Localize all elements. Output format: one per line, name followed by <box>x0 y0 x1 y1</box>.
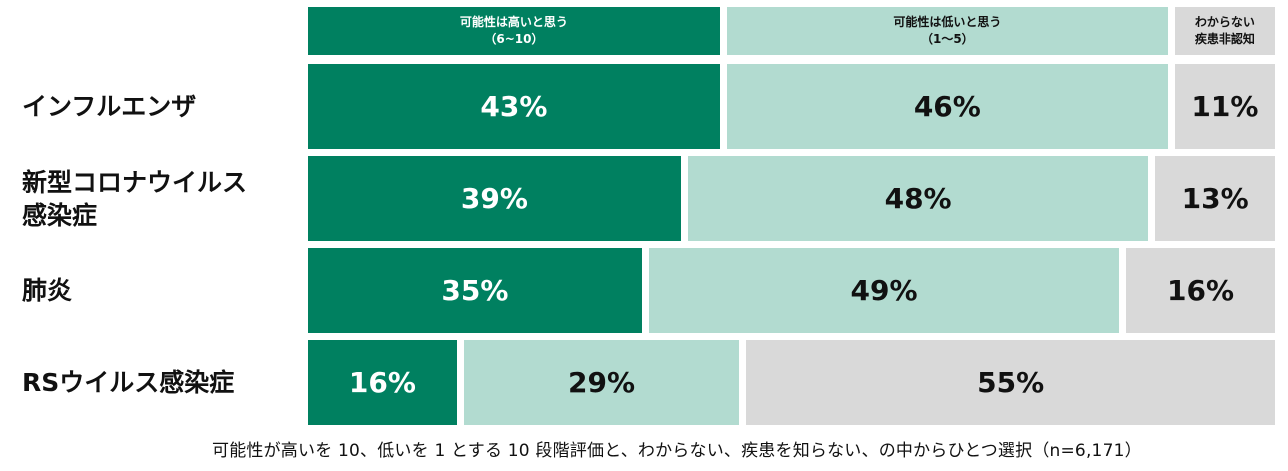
bar-segment: 55% <box>746 340 1275 425</box>
bar-segment: 39% <box>308 156 681 241</box>
data-label: 49% <box>850 274 918 307</box>
legend-item-2: 可能性は低いと思う （1～5） <box>726 7 1168 55</box>
footnote: 可能性が高いを 10、低いを 1 とする 10 段階評価と、わからない、疾患を知… <box>212 441 1142 461</box>
bar-segment: 11% <box>1174 64 1275 149</box>
bar-segment: 49% <box>648 248 1120 333</box>
data-label: 11% <box>1191 90 1259 123</box>
bar-segment: 16% <box>308 340 457 425</box>
data-label: 43% <box>480 90 548 123</box>
data-label: 46% <box>913 90 981 123</box>
legend-label: わからない <box>1194 15 1255 29</box>
legend-sublabel: 疾患非認知 <box>1194 32 1255 46</box>
data-label: 16% <box>1167 274 1235 307</box>
legend-label: 可能性は高いと思う <box>459 15 568 29</box>
bar-segment: 35% <box>308 248 642 333</box>
category-label-line: インフルエンザ <box>22 92 197 121</box>
legend-item-3: わからない疾患非認知 <box>1174 7 1275 55</box>
bar-segment: 46% <box>726 64 1168 149</box>
category-label-line: 肺炎 <box>22 276 73 305</box>
bar-segment: 48% <box>687 156 1149 241</box>
data-label: 13% <box>1181 182 1249 215</box>
bar-segment: 13% <box>1155 156 1275 241</box>
category-label: インフルエンザ <box>22 90 196 123</box>
bar-segment: 29% <box>463 340 740 425</box>
data-label: 55% <box>977 366 1045 399</box>
data-label: 48% <box>884 182 952 215</box>
category-label: 肺炎 <box>22 274 72 307</box>
data-label: 39% <box>460 182 528 215</box>
data-label: 29% <box>568 366 636 399</box>
category-label: 新型コロナウイルス 感染症 <box>22 166 247 232</box>
category-label: RSウイルス感染症 <box>22 366 234 399</box>
bar-segment: 43% <box>308 64 720 149</box>
legend-sublabel: （6~10） <box>484 32 544 46</box>
category-label-line: RSウイルス感染症 <box>22 368 235 397</box>
legend-sublabel: （1～5） <box>920 32 974 46</box>
legend-label: 可能性は低いと思う <box>893 15 1002 29</box>
bar-segment: 16% <box>1126 248 1275 333</box>
data-label: 16% <box>348 366 416 399</box>
legend-item-1: 可能性は高いと思う （6~10） <box>308 7 720 55</box>
category-label-line: 新型コロナウイルス <box>22 167 248 197</box>
data-label: 35% <box>441 274 509 307</box>
category-label-line: 感染症 <box>22 200 98 230</box>
